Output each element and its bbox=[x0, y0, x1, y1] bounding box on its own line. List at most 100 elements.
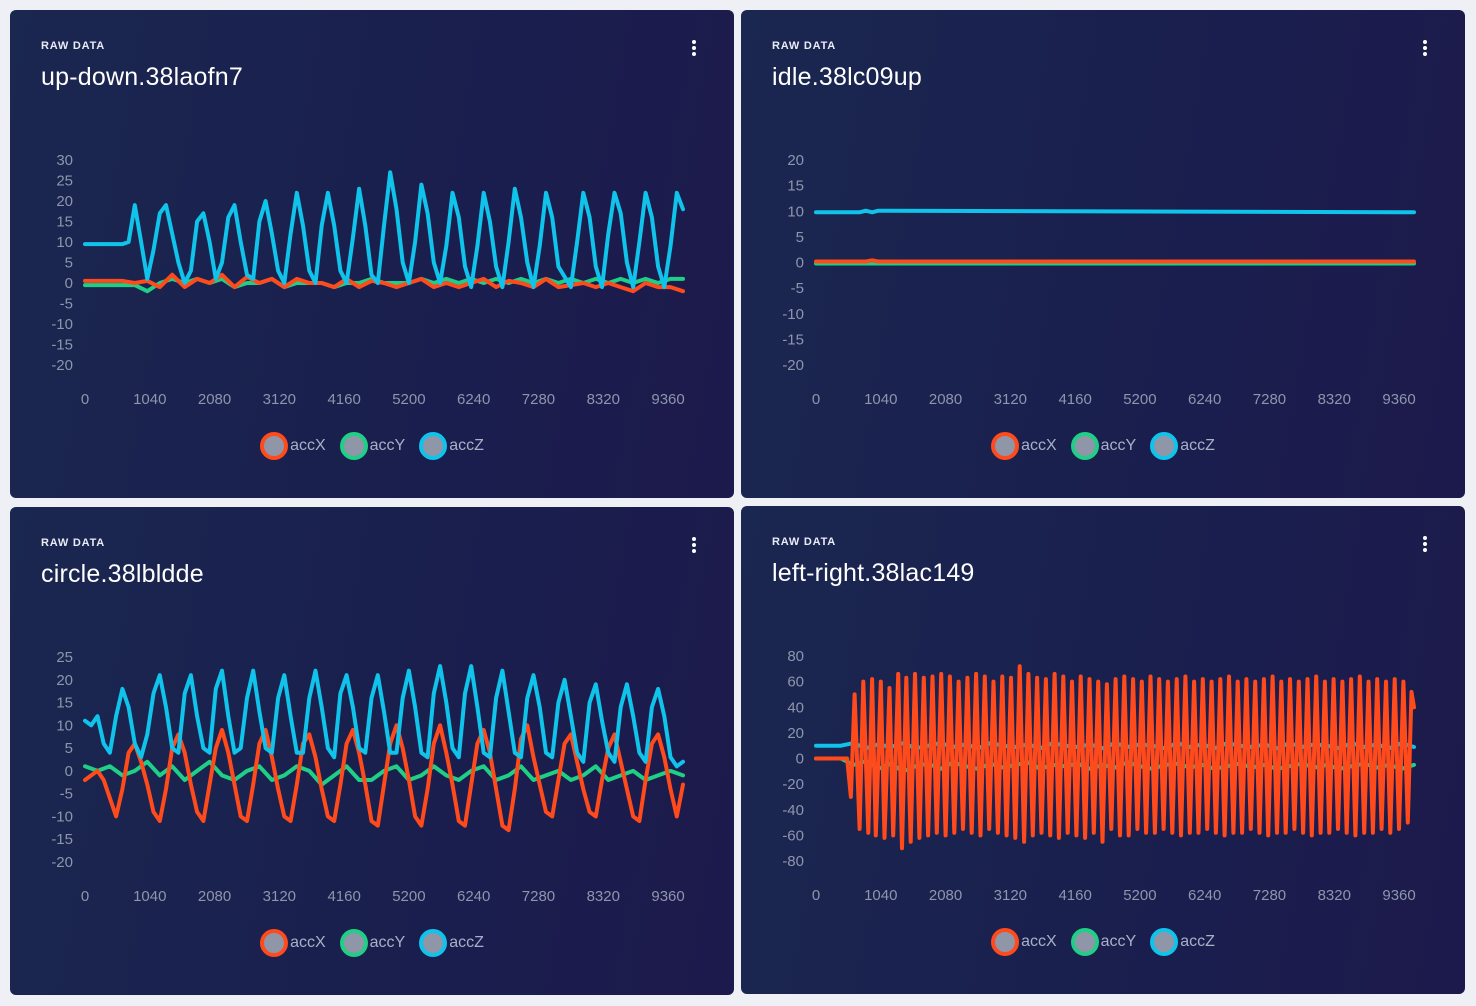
legend-item-accx[interactable]: accX bbox=[991, 432, 1057, 460]
y-tick-label: -20 bbox=[51, 357, 73, 374]
chart-legend: accX accY accZ bbox=[741, 432, 1465, 460]
y-tick-label: -5 bbox=[60, 296, 73, 313]
card-kicker: RAW DATA bbox=[772, 536, 837, 548]
y-tick-label: -20 bbox=[782, 357, 804, 374]
line-chart: 30 25 20 15 10 5 0 -5 -10 -15 -20 0 1040 2080 3120 4160… bbox=[51, 152, 685, 408]
y-tick-label: 0 bbox=[796, 751, 804, 768]
x-tick-label: 1040 bbox=[133, 888, 166, 905]
card-left-right: RAW DATA left-right.38lac149 80 60 40 20 0 -2… bbox=[741, 506, 1465, 994]
x-tick-label: 0 bbox=[812, 887, 820, 904]
x-tick-label: 9360 bbox=[1382, 887, 1415, 904]
card-title: up-down.38laofn7 bbox=[41, 63, 243, 91]
legend-item-accx[interactable]: accX bbox=[991, 928, 1057, 956]
y-tick-label: -10 bbox=[51, 808, 73, 825]
x-tick-label: 5200 bbox=[1123, 887, 1156, 904]
legend-item-accy[interactable]: accY bbox=[339, 432, 406, 460]
chart-legend: accX accY accZ bbox=[10, 432, 734, 460]
legend-label: accY bbox=[1100, 437, 1137, 454]
x-tick-label: 8320 bbox=[1318, 391, 1351, 408]
x-tick-label: 0 bbox=[81, 888, 89, 905]
y-tick-label: -40 bbox=[782, 802, 804, 819]
y-tick-label: 60 bbox=[787, 674, 804, 691]
x-tick-label: 8320 bbox=[587, 888, 620, 905]
x-tick-label: 2080 bbox=[929, 887, 962, 904]
legend-item-accz[interactable]: accZ bbox=[1150, 928, 1215, 956]
y-tick-label: 5 bbox=[65, 255, 73, 272]
legend-label: accY bbox=[369, 934, 406, 951]
legend-marker-icon bbox=[991, 432, 1020, 460]
more-vertical-icon[interactable] bbox=[688, 535, 700, 555]
legend-label: accY bbox=[369, 437, 406, 454]
legend-item-accx[interactable]: accX bbox=[260, 432, 326, 460]
y-tick-label: 15 bbox=[787, 178, 804, 195]
y-tick-label: 10 bbox=[787, 203, 804, 220]
y-tick-label: 20 bbox=[56, 193, 73, 210]
card-kicker: RAW DATA bbox=[41, 537, 106, 549]
x-tick-label: 3120 bbox=[994, 391, 1027, 408]
x-tick-label: 9360 bbox=[1382, 391, 1415, 408]
y-tick-label: 40 bbox=[787, 699, 804, 716]
y-tick-label: -10 bbox=[51, 316, 73, 333]
y-tick-label: 20 bbox=[787, 725, 804, 742]
legend-label: accX bbox=[1021, 933, 1057, 950]
legend-marker-icon bbox=[1150, 928, 1179, 956]
y-tick-label: 20 bbox=[787, 152, 804, 169]
y-tick-label: 0 bbox=[65, 763, 73, 780]
legend-item-accy[interactable]: accY bbox=[1070, 432, 1137, 460]
y-tick-label: 0 bbox=[796, 255, 804, 272]
x-tick-label: 3120 bbox=[263, 888, 296, 905]
x-tick-label: 0 bbox=[812, 391, 820, 408]
x-tick-label: 5200 bbox=[1123, 391, 1156, 408]
x-tick-label: 2080 bbox=[198, 391, 231, 408]
x-tick-label: 1040 bbox=[864, 887, 897, 904]
series-line-accz bbox=[83, 170, 685, 290]
legend-label: accY bbox=[1100, 933, 1137, 950]
x-tick-label: 5200 bbox=[392, 888, 425, 905]
legend-label: accX bbox=[1021, 437, 1057, 454]
y-tick-label: 0 bbox=[65, 275, 73, 292]
y-tick-label: -15 bbox=[51, 831, 73, 848]
chart-legend: accX accY accZ bbox=[741, 928, 1465, 956]
legend-marker-icon bbox=[1070, 928, 1099, 956]
legend-label: accX bbox=[290, 437, 326, 454]
card-up-down: RAW DATA up-down.38laofn7 30 25 20 15 10 5 0 -5… bbox=[10, 10, 734, 498]
legend-marker-icon bbox=[339, 432, 368, 460]
x-tick-label: 6240 bbox=[457, 888, 490, 905]
more-vertical-icon[interactable] bbox=[1419, 38, 1431, 58]
x-tick-label: 7280 bbox=[1253, 887, 1286, 904]
y-tick-label: 15 bbox=[56, 214, 73, 231]
legend-item-accz[interactable]: accZ bbox=[419, 432, 484, 460]
y-tick-label: 80 bbox=[787, 648, 804, 665]
legend-marker-icon bbox=[339, 929, 368, 957]
y-tick-label: -80 bbox=[782, 853, 804, 870]
x-tick-label: 1040 bbox=[864, 391, 897, 408]
legend-label: accZ bbox=[1180, 933, 1215, 950]
legend-label: accZ bbox=[449, 934, 484, 951]
chart-legend: accX accY accZ bbox=[10, 929, 734, 957]
x-tick-label: 6240 bbox=[457, 391, 490, 408]
legend-marker-icon bbox=[260, 929, 289, 957]
y-tick-label: 5 bbox=[796, 229, 804, 246]
y-tick-label: 10 bbox=[56, 234, 73, 251]
legend-item-accy[interactable]: accY bbox=[1070, 928, 1137, 956]
y-tick-label: -20 bbox=[51, 854, 73, 871]
more-vertical-icon[interactable] bbox=[688, 38, 700, 58]
y-tick-label: 15 bbox=[56, 695, 73, 712]
line-chart: 25 20 15 10 5 0 -5 -10 -15 -20 0 1040 2080 3120 4160 52… bbox=[51, 649, 685, 905]
x-tick-label: 4160 bbox=[1058, 887, 1091, 904]
x-tick-label: 9360 bbox=[651, 888, 684, 905]
x-tick-label: 4160 bbox=[327, 391, 360, 408]
card-kicker: RAW DATA bbox=[772, 40, 837, 52]
x-tick-label: 4160 bbox=[327, 888, 360, 905]
legend-item-accy[interactable]: accY bbox=[339, 929, 406, 957]
card-title: left-right.38lac149 bbox=[772, 559, 975, 587]
legend-item-accz[interactable]: accZ bbox=[419, 929, 484, 957]
series-line-accx bbox=[814, 664, 1416, 851]
more-vertical-icon[interactable] bbox=[1419, 534, 1431, 554]
legend-item-accz[interactable]: accZ bbox=[1150, 432, 1215, 460]
x-tick-label: 7280 bbox=[1253, 391, 1286, 408]
legend-item-accx[interactable]: accX bbox=[260, 929, 326, 957]
x-tick-label: 6240 bbox=[1188, 391, 1221, 408]
card-circle: RAW DATA circle.38lbldde 25 20 15 10 5 0 -5 -10… bbox=[10, 507, 734, 995]
x-tick-label: 8320 bbox=[1318, 887, 1351, 904]
